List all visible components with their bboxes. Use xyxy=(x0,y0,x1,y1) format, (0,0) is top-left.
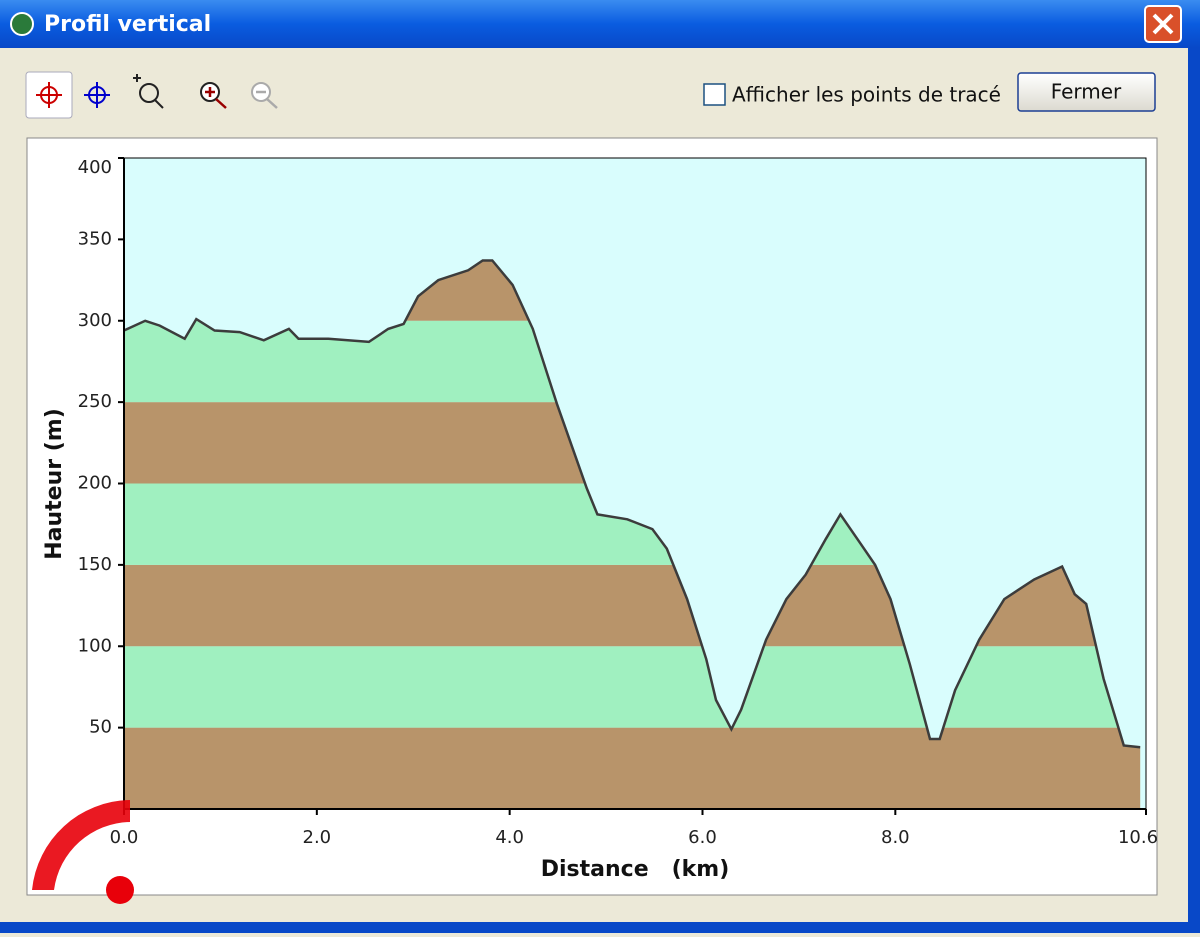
x-tick-label: 0.0 xyxy=(110,827,139,848)
elevation-band xyxy=(124,646,1141,728)
checkbox-label: Afficher les points de tracé xyxy=(732,83,1001,107)
y-tick-label: 350 xyxy=(78,228,112,249)
close-dialog-button[interactable] xyxy=(1017,72,1156,112)
title-bar xyxy=(0,0,1200,48)
x-axis-label: Distance (km) xyxy=(541,857,730,882)
tool-icon xyxy=(36,82,62,108)
tool-icon xyxy=(133,74,164,109)
tool-zoom-rect[interactable] xyxy=(139,83,159,103)
y-tick-label: 400 xyxy=(78,157,112,178)
x-tick-label: 6.0 xyxy=(688,827,717,848)
tool-icon xyxy=(84,82,110,108)
toolbar xyxy=(25,71,278,119)
x-tick-label: 8.0 xyxy=(881,827,910,848)
y-tick-label: 300 xyxy=(78,310,112,331)
y-tick-label: 200 xyxy=(78,473,112,494)
watermark-arc xyxy=(32,800,130,890)
y-axis-label: Hauteur (m) xyxy=(42,408,67,560)
watermark-dot xyxy=(106,876,134,904)
window-edge xyxy=(1188,48,1200,933)
x-tick-label: 2.0 xyxy=(303,827,332,848)
profile-line xyxy=(123,259,1141,749)
y-tick-label: 50 xyxy=(89,717,112,738)
window-edge-bottom xyxy=(0,922,1188,933)
chart: 50 100 150 200 250 300 350 400 0.0 2.0 4.0 6.0 8.0 10… xyxy=(42,157,1158,882)
checkbox[interactable] xyxy=(703,83,726,106)
button-label: Fermer xyxy=(1051,80,1122,104)
x-tick-label: 4.0 xyxy=(495,827,524,848)
close-icon xyxy=(1152,13,1174,35)
app-icon xyxy=(10,12,34,36)
tool-icon xyxy=(256,90,278,109)
y-tick-label: 250 xyxy=(78,391,112,412)
elevation-band xyxy=(124,727,1141,809)
x-tick-label: 10.6 xyxy=(1118,827,1158,848)
tool-icon xyxy=(205,87,227,109)
y-tick-label: 100 xyxy=(78,635,112,656)
y-tick-label: 150 xyxy=(78,554,112,575)
window-title: Profil vertical xyxy=(44,12,211,37)
